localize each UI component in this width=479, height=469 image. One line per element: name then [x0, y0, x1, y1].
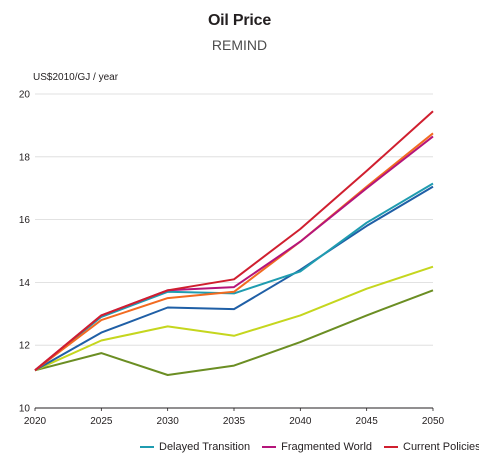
legend-swatch — [262, 446, 277, 448]
series-line-2 — [34, 265, 434, 372]
legend-swatch — [384, 446, 398, 448]
x-tick-labels: 2020 2025 2030 2035 2040 2045 2050 — [24, 408, 445, 427]
y-tick-label: 10 — [19, 404, 31, 415]
x-tick-label: 2035 — [223, 416, 246, 427]
y-tick-label: 18 — [19, 152, 31, 163]
chart-subtitle: REMIND — [211, 37, 268, 53]
x-tick-label: 2020 — [24, 416, 47, 427]
x-tick-label: 2050 — [422, 416, 445, 427]
y-axis-label: US$2010/GJ / year — [33, 72, 119, 83]
legend-item: Delayed Transition — [140, 441, 250, 453]
chart-title: Oil Price — [207, 12, 272, 29]
series-line-1 — [34, 289, 434, 376]
y-tick-labels: 10 12 14 16 18 20 — [19, 90, 31, 415]
y-tick-label: 20 — [19, 90, 31, 101]
series-line-4 — [34, 182, 434, 372]
legend-item: Fragmented World — [262, 441, 372, 453]
y-tick-label: 14 — [19, 278, 31, 289]
legend-item: Current Policies — [384, 441, 479, 453]
gridlines — [35, 93, 433, 409]
y-tick-label: 12 — [19, 341, 31, 352]
legend-label: Fragmented World — [281, 441, 372, 453]
x-tick-label: 2040 — [289, 416, 312, 427]
series-line-7 — [34, 110, 434, 372]
series-lines — [34, 110, 434, 376]
x-tick-label: 2030 — [157, 416, 180, 427]
x-tick-label: 2045 — [356, 416, 379, 427]
series-line-5 — [34, 132, 434, 372]
y-tick-label: 16 — [19, 215, 31, 226]
legend-label: Current Policies — [403, 441, 479, 453]
legend-label: Delayed Transition — [159, 441, 251, 453]
series-line-3 — [34, 185, 434, 372]
legend-swatch — [140, 446, 154, 448]
legend: Delayed Transition Fragmented World Curren… — [140, 441, 479, 453]
x-tick-label: 2025 — [90, 416, 113, 427]
